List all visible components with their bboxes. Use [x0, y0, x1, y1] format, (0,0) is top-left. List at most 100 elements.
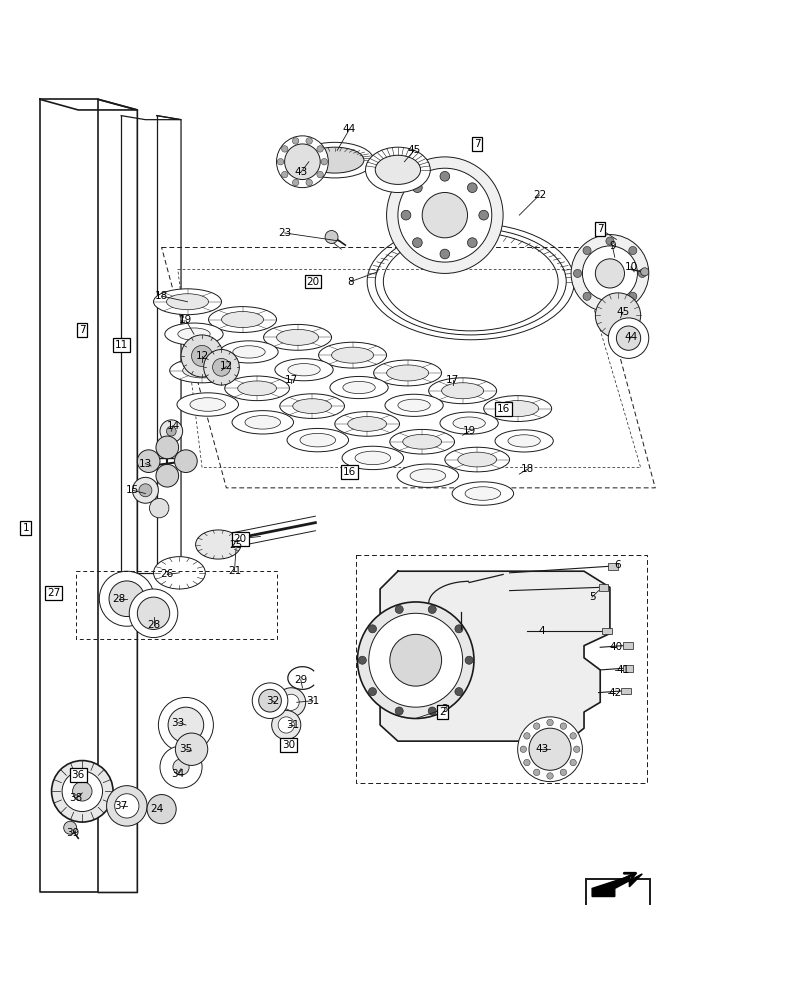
Ellipse shape: [295, 142, 373, 178]
Ellipse shape: [292, 399, 331, 414]
Ellipse shape: [354, 451, 390, 465]
Text: 20: 20: [306, 277, 319, 287]
Ellipse shape: [410, 469, 445, 482]
Text: 23: 23: [277, 228, 291, 238]
Ellipse shape: [397, 464, 458, 487]
Ellipse shape: [496, 401, 538, 417]
Circle shape: [395, 707, 403, 715]
Circle shape: [158, 697, 213, 752]
Circle shape: [137, 597, 169, 629]
Ellipse shape: [389, 429, 454, 454]
Text: 5: 5: [588, 592, 594, 602]
FancyBboxPatch shape: [601, 628, 611, 634]
Text: 40: 40: [609, 642, 622, 652]
Ellipse shape: [444, 447, 509, 472]
Ellipse shape: [440, 412, 498, 434]
Ellipse shape: [397, 399, 430, 411]
Circle shape: [149, 498, 169, 518]
Ellipse shape: [195, 530, 241, 559]
Ellipse shape: [329, 376, 388, 399]
Circle shape: [324, 231, 337, 243]
Circle shape: [467, 238, 477, 247]
Text: 44: 44: [624, 332, 637, 342]
Circle shape: [454, 625, 462, 633]
Ellipse shape: [453, 417, 485, 429]
Ellipse shape: [483, 396, 551, 421]
Circle shape: [637, 269, 646, 277]
Text: 35: 35: [179, 744, 192, 754]
Circle shape: [139, 484, 152, 497]
Text: 44: 44: [342, 124, 355, 134]
Ellipse shape: [452, 482, 513, 505]
Circle shape: [62, 771, 102, 812]
Circle shape: [520, 746, 526, 752]
Circle shape: [640, 268, 648, 276]
Circle shape: [478, 210, 488, 220]
Ellipse shape: [375, 155, 420, 184]
Circle shape: [573, 746, 579, 752]
Ellipse shape: [373, 360, 441, 386]
Text: 17: 17: [446, 375, 459, 385]
Ellipse shape: [465, 487, 500, 500]
Circle shape: [147, 795, 176, 824]
Circle shape: [292, 179, 298, 186]
FancyBboxPatch shape: [622, 665, 632, 672]
Ellipse shape: [287, 364, 320, 376]
Text: 19: 19: [179, 315, 192, 325]
Circle shape: [440, 171, 449, 181]
Text: 45: 45: [407, 145, 420, 155]
Circle shape: [63, 821, 76, 834]
Circle shape: [389, 634, 441, 686]
Polygon shape: [380, 571, 609, 741]
Circle shape: [109, 581, 144, 617]
Ellipse shape: [221, 312, 264, 328]
Ellipse shape: [365, 147, 430, 192]
Circle shape: [137, 450, 160, 472]
Ellipse shape: [342, 381, 375, 394]
Text: 13: 13: [139, 459, 152, 469]
Text: 12: 12: [195, 351, 208, 361]
Circle shape: [129, 589, 178, 638]
Circle shape: [427, 707, 436, 715]
Circle shape: [523, 759, 530, 766]
Text: 6: 6: [614, 560, 620, 570]
Circle shape: [412, 238, 422, 247]
Circle shape: [160, 746, 202, 788]
Text: 22: 22: [532, 190, 546, 200]
Text: 42: 42: [607, 688, 620, 698]
Text: 16: 16: [496, 404, 509, 414]
Circle shape: [628, 292, 636, 300]
Circle shape: [316, 171, 323, 178]
Circle shape: [427, 605, 436, 613]
Circle shape: [252, 683, 287, 718]
Circle shape: [320, 159, 327, 165]
Text: 18: 18: [155, 291, 168, 301]
Polygon shape: [591, 874, 642, 897]
Circle shape: [168, 707, 204, 743]
Ellipse shape: [441, 383, 483, 399]
Ellipse shape: [238, 381, 277, 396]
Text: 16: 16: [342, 467, 355, 477]
FancyBboxPatch shape: [620, 688, 630, 694]
Circle shape: [173, 759, 189, 775]
Text: 1: 1: [23, 523, 29, 533]
Circle shape: [160, 420, 182, 443]
Circle shape: [106, 786, 147, 826]
Ellipse shape: [508, 435, 539, 447]
Text: 32: 32: [265, 696, 279, 706]
Ellipse shape: [384, 394, 443, 416]
Circle shape: [523, 733, 530, 739]
Ellipse shape: [422, 192, 467, 238]
Circle shape: [454, 688, 462, 696]
Circle shape: [616, 326, 640, 350]
Ellipse shape: [233, 346, 265, 358]
Circle shape: [440, 249, 449, 259]
Ellipse shape: [169, 358, 234, 383]
Ellipse shape: [318, 342, 386, 368]
Ellipse shape: [341, 446, 403, 470]
Text: 7: 7: [79, 325, 85, 335]
Text: 2: 2: [439, 707, 445, 717]
Ellipse shape: [287, 428, 348, 452]
Circle shape: [156, 436, 178, 459]
Circle shape: [605, 237, 613, 245]
